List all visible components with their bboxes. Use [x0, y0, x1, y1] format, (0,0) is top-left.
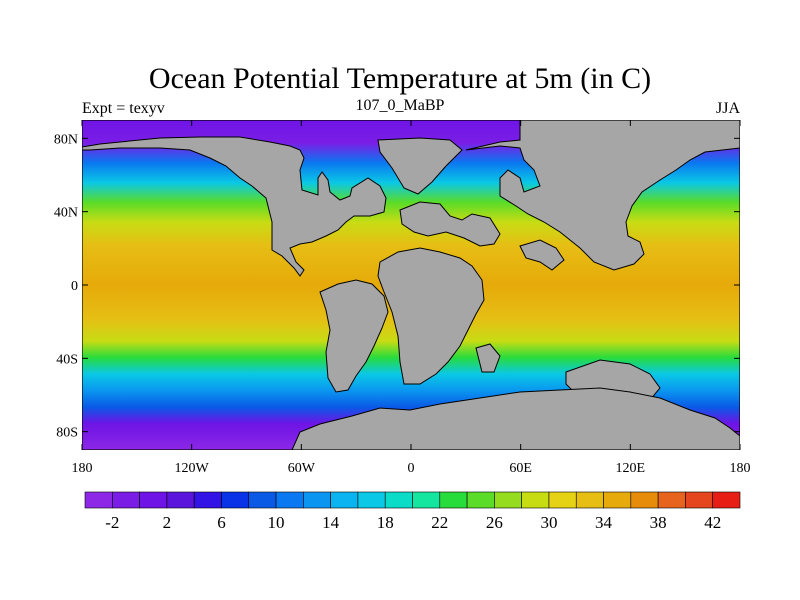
colorbar-swatch	[330, 491, 359, 509]
lon-tick-label: 180	[72, 461, 93, 476]
colorbar-swatch	[603, 491, 632, 509]
lat-tick-label: 40S	[56, 352, 78, 367]
colorbar-swatch	[303, 491, 331, 509]
landmass-eurasia	[465, 120, 740, 271]
colorbar-swatch	[439, 491, 468, 509]
colorbar-swatch	[657, 491, 686, 509]
lat-tick-label: 0	[71, 279, 78, 294]
map-title: Ocean Potential Temperature at 5m (in C)	[148, 62, 652, 95]
colorbar-swatch	[111, 491, 140, 509]
colorbar-swatch	[548, 491, 577, 509]
period-label: 107_0_MaBP	[355, 97, 445, 114]
colorbar-label: 26	[486, 513, 503, 532]
colorbar-swatch	[139, 491, 168, 509]
map-area	[82, 120, 740, 450]
landmass-south-america	[319, 279, 389, 393]
colorbar-swatch	[685, 491, 714, 509]
landmass-madagascar	[475, 343, 501, 373]
landmass-south-asia	[519, 239, 565, 271]
colorbar-label: 34	[595, 513, 613, 532]
lon-tick-label: 0	[408, 461, 415, 476]
landmass-antarctica	[291, 387, 740, 450]
colorbar-swatch	[193, 491, 222, 509]
colorbar-swatch	[384, 491, 413, 509]
colorbar-label: 6	[217, 513, 226, 532]
colorbar-swatch	[575, 491, 604, 509]
colorbar-swatch	[712, 491, 741, 509]
map-ticks: 180 120W 60W 0 60E 120E 180 80N 40N 0 40S 80S	[54, 120, 751, 476]
lon-tick-label: 120E	[616, 461, 646, 476]
colorbar-swatch	[84, 491, 113, 509]
colorbar-swatch	[166, 491, 195, 509]
colorbar-swatch	[248, 491, 277, 509]
colorbar-label: 22	[431, 513, 448, 532]
season-label: JJA	[715, 100, 740, 117]
landmass-europe	[399, 201, 501, 247]
colorbar: -2 2 6 10 14 18 22 26 30 34 38 42	[84, 491, 741, 532]
experiment-label: Expt = texyv	[82, 100, 165, 117]
landmass-greenland	[377, 137, 463, 195]
colorbar-swatch	[494, 491, 522, 509]
colorbar-swatch	[221, 491, 250, 509]
colorbar-label: 42	[704, 513, 721, 532]
land-masses	[82, 120, 740, 450]
colorbar-label: 38	[650, 513, 667, 532]
lon-tick-label: 60E	[509, 461, 532, 476]
colorbar-label: 18	[377, 513, 394, 532]
colorbar-label: 14	[322, 513, 340, 532]
colorbar-label: 2	[163, 513, 172, 532]
lat-tick-label: 80S	[56, 426, 78, 441]
lon-tick-label: 180	[730, 461, 751, 476]
landmass-africa	[377, 247, 485, 385]
colorbar-label: 10	[268, 513, 285, 532]
lat-tick-label: 80N	[54, 132, 78, 147]
colorbar-swatch	[630, 491, 659, 509]
colorbar-swatch	[521, 491, 550, 509]
lon-tick-label: 60W	[288, 461, 316, 476]
landmass-north-america	[82, 136, 387, 277]
colorbar-swatch	[412, 491, 441, 509]
colorbar-swatch	[466, 491, 495, 509]
colorbar-swatch	[357, 491, 386, 509]
colorbar-label: 30	[540, 513, 557, 532]
colorbar-label: -2	[105, 513, 119, 532]
lon-tick-label: 120W	[175, 461, 210, 476]
lat-tick-label: 40N	[54, 206, 78, 221]
colorbar-swatch	[275, 491, 304, 509]
